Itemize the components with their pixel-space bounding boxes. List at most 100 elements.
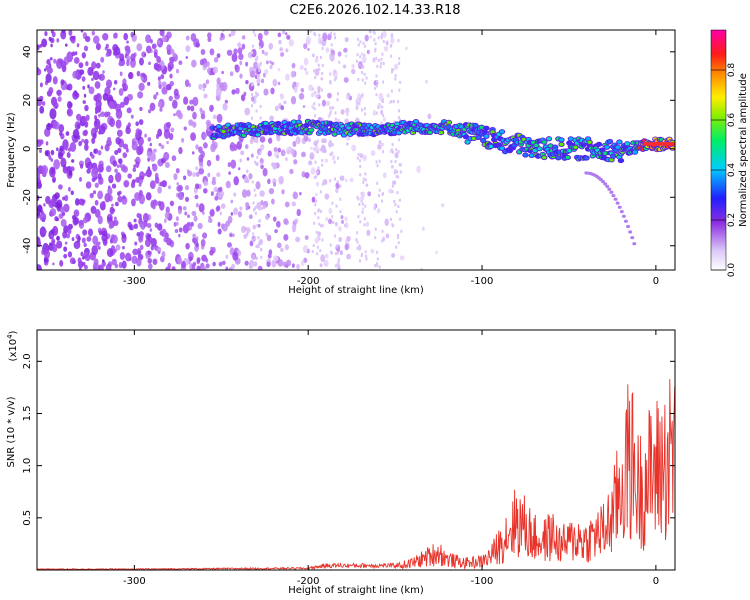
spectrogram-cell xyxy=(314,114,317,118)
spectrogram-cell xyxy=(273,147,278,152)
spectrogram-cell xyxy=(199,107,203,112)
spectrogram-cell xyxy=(314,193,318,197)
spectrogram-cell xyxy=(107,136,112,142)
spectrogram-cell xyxy=(115,103,122,112)
spectrogram-cell xyxy=(192,233,197,239)
spectrogram-cell xyxy=(334,177,337,181)
spectrogram-cell xyxy=(382,114,385,118)
spectrogram-cell xyxy=(398,61,401,65)
spectrogram-cell xyxy=(95,62,101,69)
spectrogram-cell xyxy=(471,136,477,141)
spectrogram-cell xyxy=(228,33,232,38)
spectrogram-cell xyxy=(293,159,298,165)
spectrogram-cell xyxy=(148,233,152,238)
spectrogram-cell xyxy=(178,60,183,66)
spectrogram-cell xyxy=(421,226,425,231)
spectrogram-cell xyxy=(615,201,620,205)
spectrogram-cell xyxy=(144,213,149,219)
spectrogram-cell xyxy=(130,114,134,119)
spectrogram-cell xyxy=(119,53,125,62)
spectrogram-cell xyxy=(299,192,302,196)
spectrogram-cell xyxy=(392,100,395,104)
spectrogram-cell xyxy=(318,103,321,107)
spectrogram-cell xyxy=(201,211,205,215)
spectrogram-cell xyxy=(559,142,564,147)
spectrogram-cell xyxy=(37,44,40,51)
spectrogram-cell xyxy=(329,112,332,116)
spectrogram-cell xyxy=(215,192,219,197)
spectrogram-cell xyxy=(382,61,385,65)
spectrogram-cell xyxy=(375,56,378,60)
spectrogram-cell xyxy=(159,181,165,187)
spectrogram-cell xyxy=(618,158,624,163)
spectrogram-cell xyxy=(199,58,205,66)
spectrogram-y-axis-label: Frequency (Hz) xyxy=(6,112,17,188)
spectrogram-cell xyxy=(139,106,143,112)
spectrogram-cell xyxy=(346,142,349,146)
spectrogram-cell xyxy=(159,107,163,112)
spectrogram-cell xyxy=(400,229,403,233)
spectrogram-cell xyxy=(146,151,152,158)
spectrogram-cell xyxy=(154,222,159,228)
spectrogram-cell xyxy=(395,148,398,152)
spectrogram-cell xyxy=(78,62,84,69)
spectrogram-cell xyxy=(397,233,400,237)
spectrogram-cell xyxy=(210,143,216,153)
spectrogram-cell xyxy=(89,192,94,199)
spectrogram-cell xyxy=(203,142,208,149)
spectrogram-cell xyxy=(381,99,384,103)
spectrogram-cell xyxy=(64,43,68,47)
spectrogram-cell xyxy=(198,154,204,162)
spectrogram-cell xyxy=(211,179,217,186)
spectrogram-cell xyxy=(271,259,277,268)
snr-panel: -300 -200 -100 0 0.5 1.0 1.5 2.0 Height of str… xyxy=(6,329,676,596)
snr-y-multiplier-exp: 4 xyxy=(6,334,14,339)
spectrogram-cell xyxy=(372,30,375,34)
spectrogram-cell xyxy=(361,71,364,75)
spectrogram-cell xyxy=(50,30,54,34)
spectrogram-cell xyxy=(145,34,152,44)
spectrogram-cell xyxy=(128,71,134,80)
spectrogram-cell xyxy=(277,81,281,86)
spectrogram-cell xyxy=(163,151,170,161)
spectrogram-cell xyxy=(344,37,349,43)
spectrogram-cell xyxy=(391,223,394,227)
spectrogram-cell xyxy=(375,74,378,78)
spectrogram-cell xyxy=(333,160,336,164)
spectrogram-cell xyxy=(263,30,269,36)
spectrogram-cell xyxy=(392,68,395,72)
spectrogram-cell xyxy=(200,48,206,56)
spectrogram-cell xyxy=(118,61,123,67)
spectrogram-cell xyxy=(45,64,49,70)
spectrogram-cell xyxy=(365,183,369,187)
spectrogram-cell xyxy=(280,52,285,57)
spectrogram-cell xyxy=(315,94,318,98)
spectrogram-cell xyxy=(255,91,258,95)
spectrogram-cell xyxy=(621,214,626,218)
spectrogram-cell xyxy=(194,194,199,200)
spectrogram-cell xyxy=(399,118,402,122)
spectrogram-cell xyxy=(97,245,101,250)
spectrogram-cell xyxy=(233,207,239,216)
spectrogram-cell xyxy=(568,137,574,141)
spectrogram-cell xyxy=(356,53,359,57)
spectrogram-cell xyxy=(62,196,66,201)
spectrogram-cell xyxy=(334,264,337,268)
spectrogram-cell xyxy=(67,228,72,235)
spectrogram-cell xyxy=(115,119,122,129)
spectrogram-cell xyxy=(212,261,216,267)
spectrogram-cell xyxy=(230,159,237,169)
spectrogram-cell xyxy=(320,209,323,213)
spectrogram-cell xyxy=(345,107,350,114)
spectrogram-cell xyxy=(69,257,76,265)
spectrogram-cell xyxy=(230,144,233,149)
spectrogram-cell xyxy=(253,188,256,192)
spectrogram-cell xyxy=(56,38,60,43)
spectrogram-cell xyxy=(397,116,400,120)
spectrogram-cell xyxy=(154,176,160,184)
spectrogram-cell xyxy=(112,87,116,91)
spectrogram-cell xyxy=(333,69,336,73)
spectrogram-cell xyxy=(289,168,294,175)
spectrogram-cell xyxy=(258,74,261,78)
spectrogram-cell xyxy=(210,246,213,251)
